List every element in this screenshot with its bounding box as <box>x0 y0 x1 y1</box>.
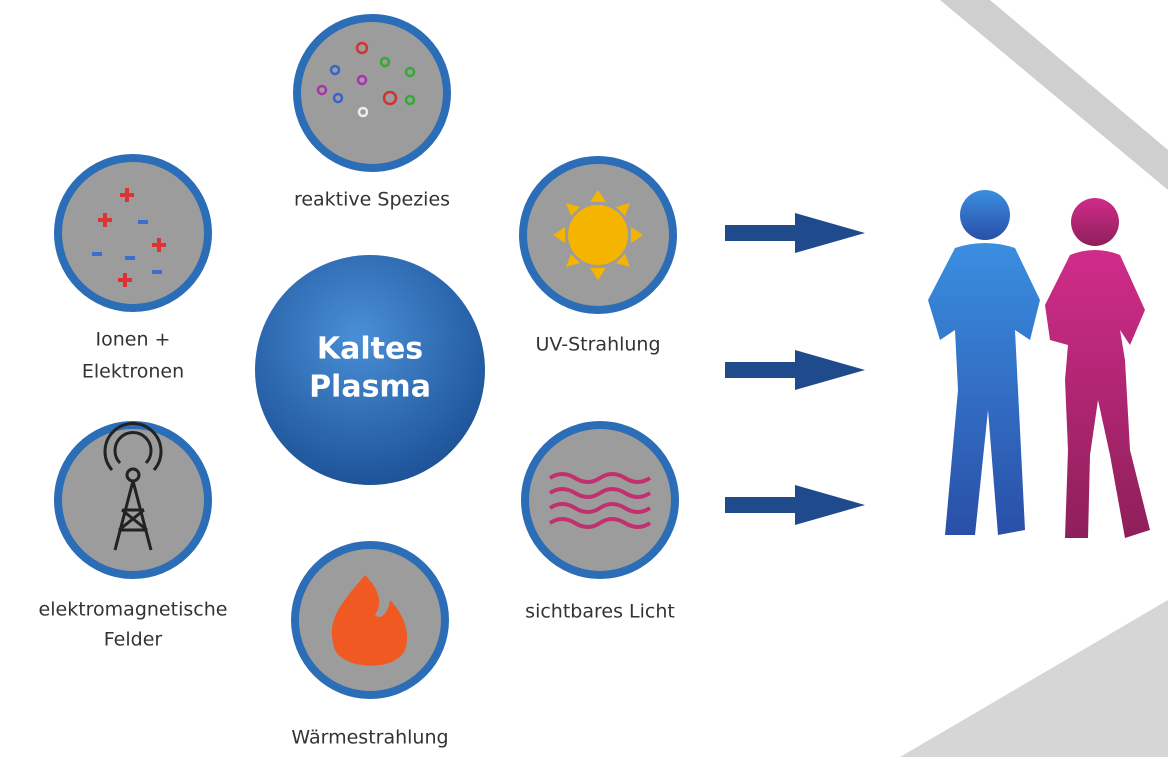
diagram: Kaltes Plasma reaktive Spezies Ionen + E… <box>0 0 1168 757</box>
woman-silhouette <box>1045 198 1150 538</box>
node-label: UV-Strahlung <box>535 334 660 356</box>
node-label: Ionen + <box>96 329 171 351</box>
center-label: Kaltes <box>317 332 423 367</box>
node-label: sichtbares Licht <box>525 601 675 623</box>
page: Kaltes Plasma reaktive Spezies Ionen + E… <box>0 0 1168 757</box>
stripe <box>940 0 1168 190</box>
node-label: Wärmestrahlung <box>291 727 448 749</box>
center-label: Plasma <box>309 370 431 405</box>
node-label: elektromagnetische <box>39 599 228 621</box>
arrows <box>725 213 865 525</box>
node-label: reaktive Spezies <box>294 189 450 211</box>
node-label: Elektronen <box>82 361 184 383</box>
stripe <box>900 600 1168 757</box>
man-silhouette <box>928 190 1040 535</box>
node-label: Felder <box>104 629 163 651</box>
